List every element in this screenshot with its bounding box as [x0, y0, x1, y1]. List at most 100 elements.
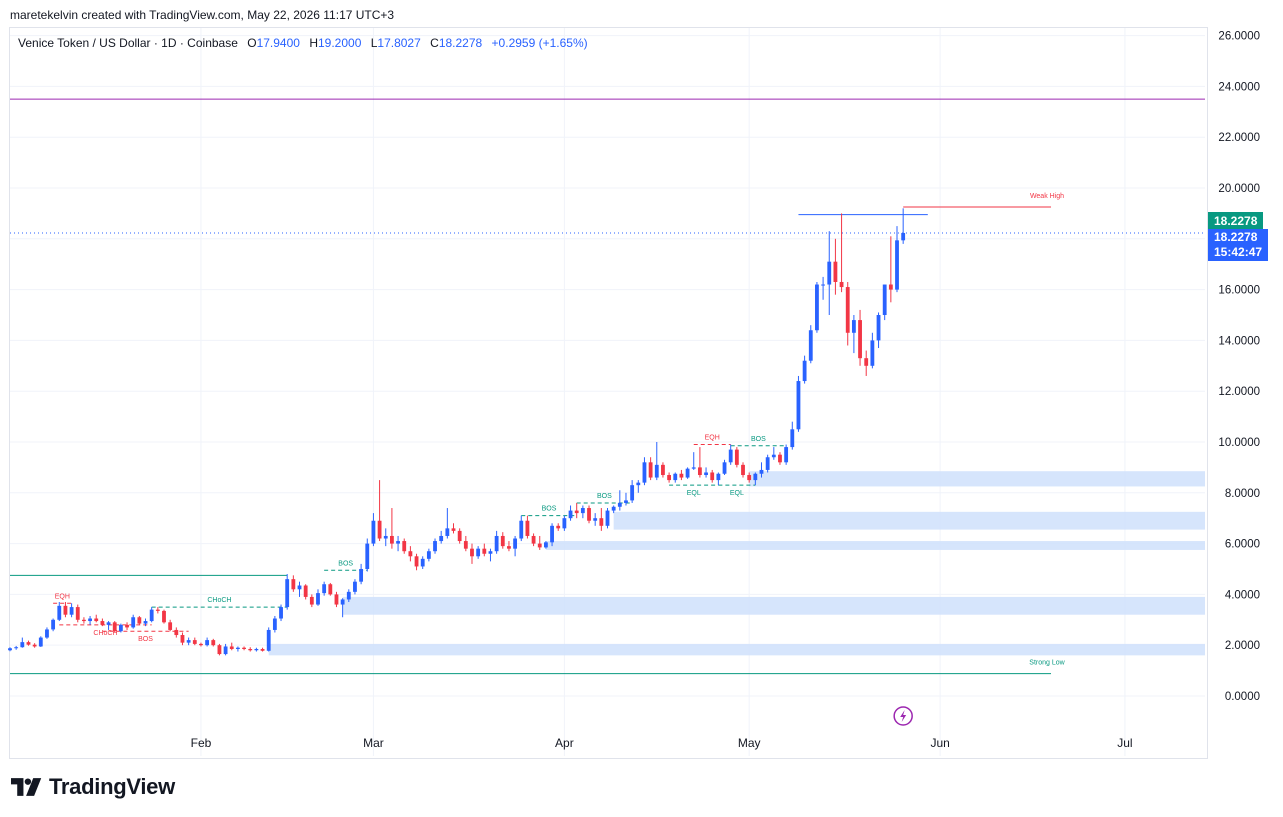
candle-84	[525, 515, 530, 539]
candle-body-3	[26, 642, 31, 645]
candle-body-88	[550, 525, 554, 543]
candle-91	[568, 505, 573, 521]
candle-138	[858, 309, 862, 366]
candle-body-48	[303, 585, 308, 597]
candle-body-60	[377, 520, 382, 539]
candle-body-62	[389, 535, 394, 544]
candle-body-44	[279, 607, 283, 619]
candle-14	[94, 614, 99, 623]
y-tick-label-1: 2.0000	[1225, 640, 1260, 652]
candle-body-53	[334, 594, 339, 605]
candle-134	[833, 238, 838, 295]
tradingview-brand[interactable]: TradingView	[11, 774, 175, 800]
candle-body-106	[661, 464, 665, 476]
candle-83	[519, 515, 524, 542]
candle-140	[870, 332, 875, 369]
candle-29	[186, 637, 191, 646]
candle-body-96	[599, 518, 604, 526]
candle-65	[408, 546, 413, 562]
structure-lines: EQH CHoCH BOS CHoCH BOS BOS BOS EQH BOS EQL EQL	[53, 435, 787, 643]
candle-body-11	[75, 607, 80, 620]
candle-body-130	[808, 330, 813, 361]
candle-95	[593, 513, 598, 526]
candle-body-51	[322, 584, 327, 594]
chart-legend: Venice Token / US Dollar · 1D · Coinbase…	[18, 36, 588, 50]
candle-132	[821, 276, 826, 300]
candle-42	[266, 627, 271, 652]
y-tick-label-7: 14.0000	[1218, 335, 1260, 347]
candle-78	[488, 548, 493, 562]
candle-body-123	[765, 457, 770, 470]
candle-71	[445, 508, 450, 539]
candle-128	[796, 375, 801, 432]
event-marker	[893, 706, 913, 726]
chart-frame	[9, 27, 1208, 759]
candle-10	[69, 603, 74, 618]
candle-body-39	[248, 648, 253, 651]
candle-55	[346, 589, 351, 603]
grid	[10, 28, 1205, 756]
symbol-title: Venice Token / US Dollar · 1D · Coinbase	[18, 36, 238, 50]
candle-58	[365, 538, 370, 572]
candle-body-127	[790, 429, 795, 448]
candle-body-2	[20, 642, 25, 648]
candle-body-31	[199, 643, 203, 646]
candle-39	[248, 647, 253, 652]
structure-label-1: CHoCH	[93, 630, 117, 637]
candle-124	[771, 447, 776, 460]
candle-121	[753, 472, 758, 486]
candle-body-79	[494, 535, 499, 552]
candle-85	[531, 533, 536, 547]
candle-body-85	[531, 535, 536, 544]
candle-body-80	[500, 535, 505, 547]
countdown-timer: 15:42:47	[1214, 245, 1263, 259]
candle-40	[254, 647, 259, 652]
candle-body-138	[858, 320, 862, 359]
candle-body-141	[876, 315, 881, 341]
candle-5	[38, 636, 43, 647]
candle-15	[100, 618, 105, 627]
candle-24	[155, 607, 160, 614]
candle-body-74	[463, 541, 468, 549]
candle-109	[679, 469, 684, 481]
candle-94	[587, 505, 591, 524]
candle-77	[482, 543, 487, 557]
creator-caption: maretekelvin created with TradingView.co…	[10, 8, 395, 22]
candle-body-24	[155, 609, 160, 611]
candle-96	[599, 508, 604, 531]
demand-zone-1	[613, 511, 1205, 530]
last-price-tag: 18.2278	[1208, 212, 1264, 230]
candle-105	[654, 441, 659, 481]
structure-label-6: BOS	[597, 493, 612, 500]
candle-104	[648, 457, 653, 481]
candle-body-145	[901, 232, 906, 241]
candle-body-142	[882, 284, 887, 316]
candle-body-63	[396, 541, 400, 544]
candle-body-103	[642, 462, 647, 483]
candle-body-45	[285, 579, 290, 608]
candle-79	[494, 530, 499, 554]
candle-body-70	[439, 535, 444, 542]
candle-114	[710, 469, 715, 483]
candle-body-4	[32, 644, 37, 647]
candle-body-86	[537, 543, 542, 548]
candle-100	[624, 492, 628, 506]
level-label-2: Weak High	[1030, 193, 1064, 200]
candle-body-137	[851, 320, 856, 333]
candle-97	[605, 508, 610, 529]
candle-38	[242, 646, 246, 651]
candle-145	[901, 208, 906, 244]
x-axis: Feb Mar Apr May Jun Jul	[191, 736, 1133, 750]
countdown-price: 18.2278	[1214, 230, 1258, 244]
x-tick-label-4: Jun	[930, 736, 949, 750]
structure-label-5: BOS	[542, 506, 557, 513]
x-tick-label-2: Apr	[555, 736, 574, 750]
candle-127	[790, 421, 795, 450]
open-label: O	[247, 36, 257, 50]
lightning-icon	[900, 710, 907, 722]
candle-body-7	[51, 619, 56, 630]
candle-body-10	[69, 607, 74, 615]
candle-body-75	[470, 548, 474, 557]
candle-52	[328, 582, 333, 596]
